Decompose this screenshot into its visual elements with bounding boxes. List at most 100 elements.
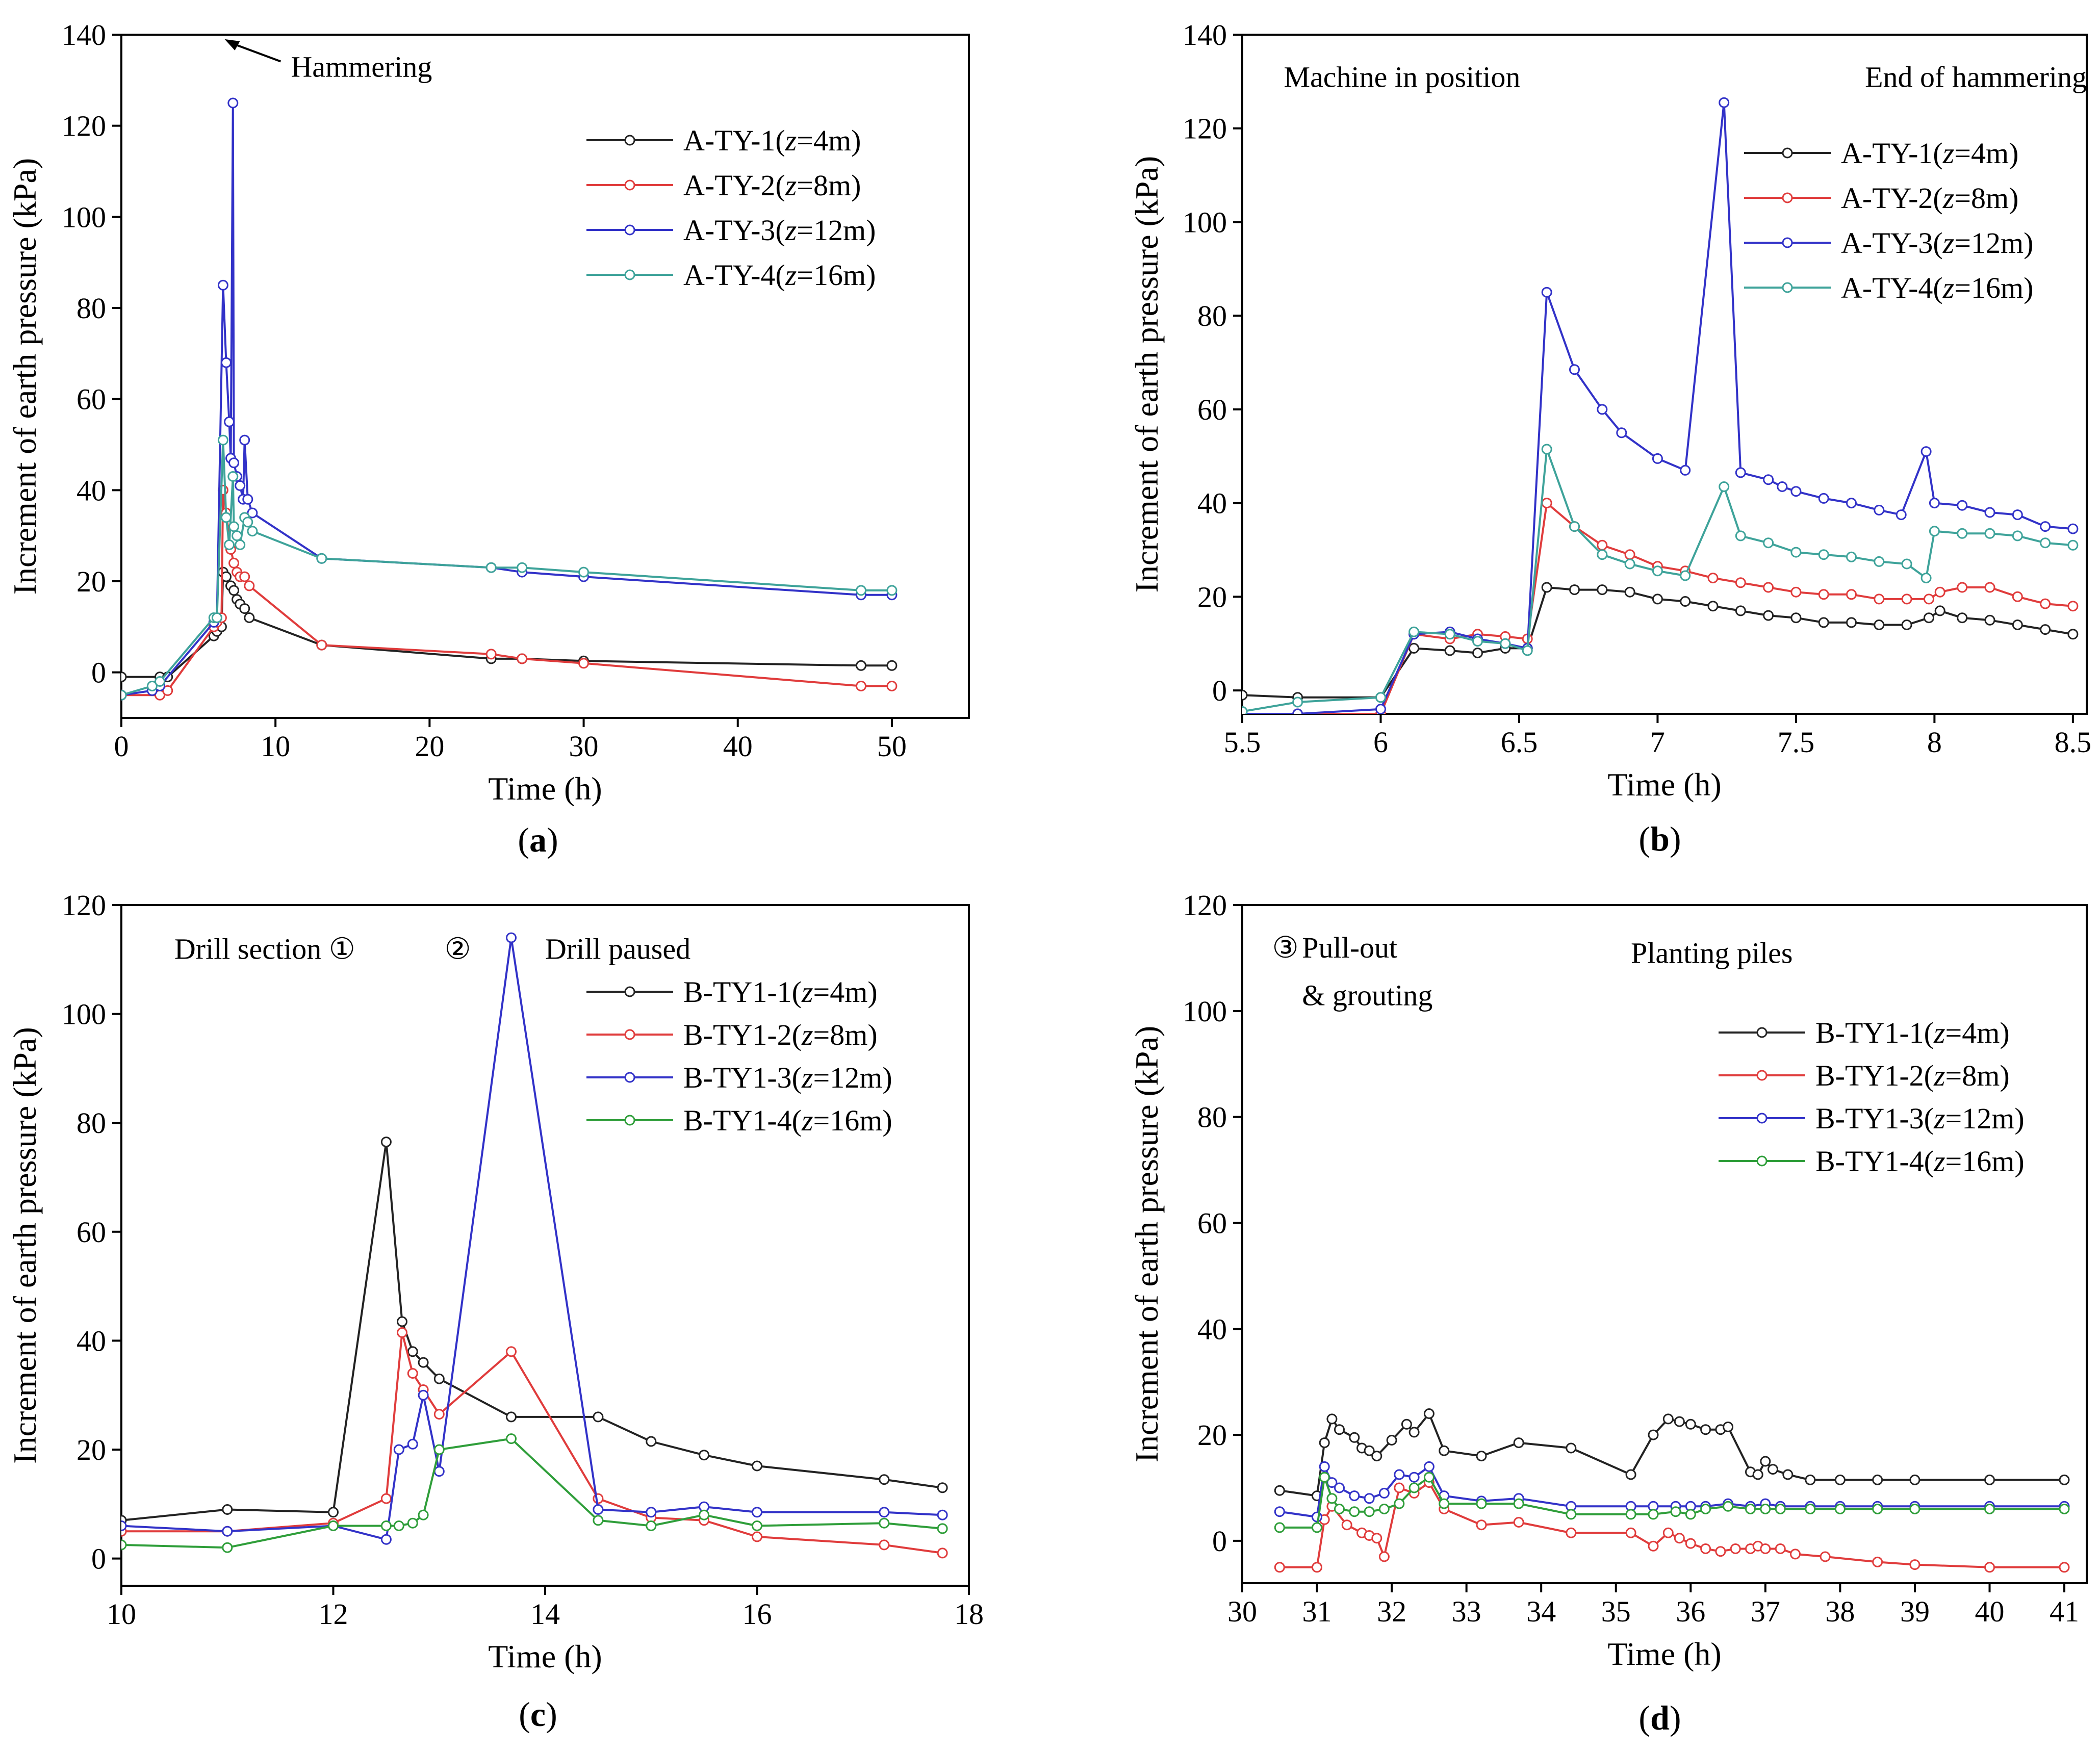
data-point <box>1745 1504 1756 1514</box>
data-point <box>1326 1413 1338 1425</box>
data-point <box>1652 594 1663 605</box>
data-point <box>1423 1472 1435 1483</box>
data-point <box>1378 1551 1390 1562</box>
data-point <box>1386 1435 1397 1446</box>
data-point <box>1760 1456 1771 1467</box>
chart-panel-1: 0 10 20 30 40 50 0 20 40 60 80 100 120 140 Time (h) Inc… <box>7 18 970 859</box>
data-point <box>1834 1474 1846 1485</box>
data-point <box>1846 498 1857 509</box>
data-point <box>2012 509 2023 521</box>
data-point <box>1719 481 1730 492</box>
data-point <box>1476 1498 1487 1509</box>
data-point <box>1541 498 1552 509</box>
data-point <box>1715 1546 1726 1557</box>
data-point <box>162 685 173 696</box>
data-point <box>1818 617 1829 628</box>
y-tick-label: 60 <box>76 1216 106 1249</box>
x-tick-label: 14 <box>530 1597 560 1631</box>
data-point <box>1274 1562 1285 1573</box>
data-point <box>593 1493 604 1504</box>
data-point <box>1625 1509 1636 1520</box>
data-point <box>1569 364 1580 375</box>
data-point <box>1476 1519 1487 1531</box>
data-point <box>879 1517 890 1529</box>
data-point <box>217 279 228 291</box>
x-tick-label: 37 <box>1751 1595 1780 1628</box>
y-tick-label: 40 <box>76 1324 106 1357</box>
data-point <box>879 1539 890 1551</box>
legend-entry-1: A-TY-1(z=4m) <box>1841 137 2018 170</box>
legend-entry-4: B-TY1-4(z=16m) <box>683 1104 892 1137</box>
legend-marker <box>624 179 635 191</box>
data-point <box>1364 1506 1375 1517</box>
panel-label: (a) <box>518 820 558 859</box>
x-tick-label: 32 <box>1377 1595 1406 1628</box>
y-tick-label: 20 <box>1197 580 1227 613</box>
data-point <box>937 1523 948 1534</box>
legend-marker <box>1756 1070 1768 1081</box>
data-point <box>407 1368 418 1379</box>
y-tick-label: 80 <box>1197 299 1227 332</box>
data-point <box>1818 589 1829 600</box>
data-point <box>1929 526 1940 537</box>
panel-label: (b) <box>1638 819 1681 858</box>
legend-entry-3: B-TY1-3(z=12m) <box>683 1061 892 1094</box>
data-point <box>1957 528 1968 539</box>
data-point <box>228 457 240 469</box>
data-point <box>1624 586 1635 598</box>
data-point <box>752 1460 762 1472</box>
x-tick-label: 36 <box>1676 1595 1705 1628</box>
data-point <box>1401 1418 1412 1430</box>
data-point <box>1735 530 1746 541</box>
legend-entry-3: A-TY-3(z=12m) <box>1841 226 2033 260</box>
data-point <box>1760 1504 1771 1514</box>
data-point <box>1934 586 1945 598</box>
data-point <box>1439 1498 1450 1509</box>
y-tick-label: 0 <box>1212 674 1227 707</box>
data-point <box>1790 1549 1801 1560</box>
data-point <box>1957 612 1968 624</box>
data-point <box>1423 1461 1435 1472</box>
legend-marker <box>624 1029 635 1040</box>
legend-marker <box>1756 1155 1768 1167</box>
data-point <box>1334 1504 1345 1514</box>
y-axis-label: Increment of earth pressure (kPa) <box>7 1027 43 1464</box>
annotation: Drill section ① <box>174 932 355 965</box>
y-tick-label: 0 <box>91 656 106 689</box>
data-point <box>227 97 239 109</box>
data-point <box>1312 1562 1322 1573</box>
legend-entry-4: B-TY1-4(z=16m) <box>1815 1145 2025 1178</box>
data-point <box>1763 474 1774 485</box>
data-point <box>1674 1416 1685 1427</box>
data-point <box>937 1547 948 1559</box>
data-point <box>578 566 589 578</box>
data-point <box>1763 537 1774 549</box>
data-point <box>407 1346 418 1357</box>
legend-entry-1: B-TY1-1(z=4m) <box>683 975 878 1009</box>
data-point <box>433 1409 445 1420</box>
data-point <box>2067 539 2079 551</box>
data-point <box>1723 1501 1734 1512</box>
x-tick-label: 7 <box>1650 726 1665 759</box>
data-point <box>1312 1522 1322 1533</box>
data-point <box>1334 1482 1345 1493</box>
data-point <box>1616 427 1627 439</box>
data-point <box>1782 1469 1794 1480</box>
x-tick-label: 30 <box>569 730 599 763</box>
data-point <box>1652 565 1663 577</box>
data-point <box>247 526 258 537</box>
data-point <box>1685 1418 1696 1430</box>
legend-entry-4: A-TY-4(z=16m) <box>683 259 876 292</box>
data-point <box>380 1493 392 1504</box>
series-line-4 <box>1242 448 2073 713</box>
annotation: Planting piles <box>1631 937 1792 970</box>
data-point <box>1872 1504 1883 1514</box>
data-point <box>1513 1437 1524 1449</box>
data-point <box>1513 1498 1524 1509</box>
data-point <box>239 603 250 614</box>
data-point <box>146 681 158 691</box>
data-point <box>1909 1504 1920 1514</box>
data-point <box>1625 1469 1636 1480</box>
x-tick-label: 20 <box>415 730 444 763</box>
data-point <box>1735 577 1746 588</box>
